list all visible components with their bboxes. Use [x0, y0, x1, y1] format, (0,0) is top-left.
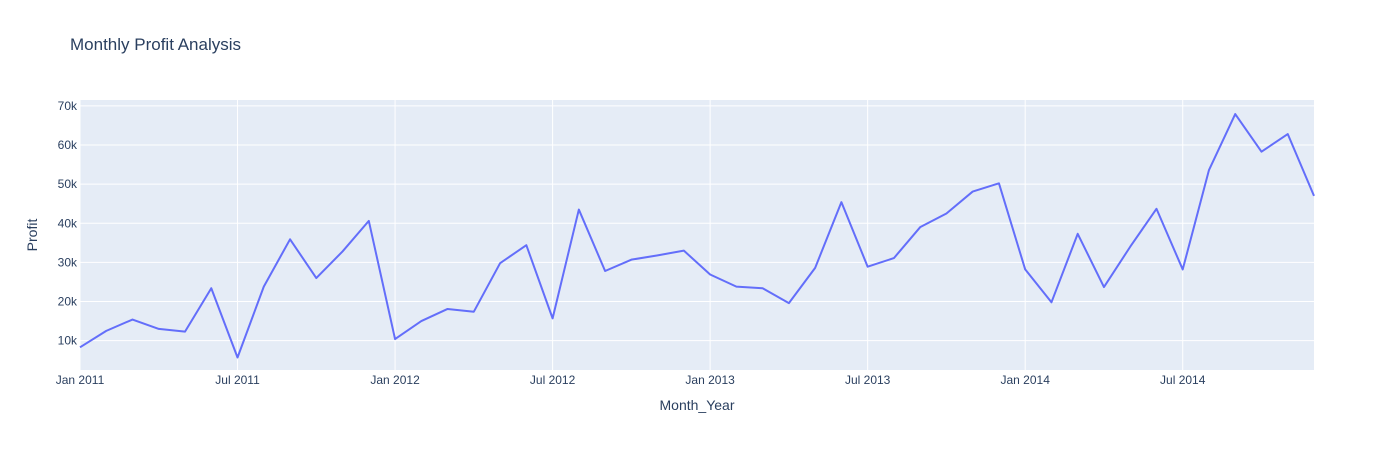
y-tick-label: 10k [58, 334, 78, 348]
x-tick-label: Jan 2014 [1000, 373, 1050, 387]
x-tick-label: Jan 2011 [56, 373, 105, 387]
y-tick-label: 60k [58, 138, 78, 152]
y-axis-title: Profit [24, 219, 40, 252]
x-tick-label: Jul 2011 [215, 373, 260, 387]
y-tick-label: 40k [58, 216, 78, 230]
x-tick-label: Jul 2012 [530, 373, 576, 387]
x-axis-title: Month_Year [660, 397, 735, 413]
y-tick-label: 70k [58, 99, 78, 113]
series-line-layer [79, 113, 1315, 359]
x-tick-label: Jul 2013 [845, 373, 891, 387]
y-tick-label: 30k [58, 255, 78, 269]
x-tick-label: Jan 2012 [370, 373, 420, 387]
x-axis-ticks: Jan 2011 Jul 2011 Jan 2012 Jul 2012 Jan 2013… [56, 373, 1206, 387]
profit-series-line [79, 113, 1315, 359]
plot-area [80, 100, 1314, 370]
x-tick-label: Jan 2013 [685, 373, 735, 387]
gridlines [79, 100, 1314, 370]
y-tick-label: 20k [58, 295, 78, 309]
chart-title: Monthly Profit Analysis [70, 35, 241, 54]
y-tick-label: 50k [58, 177, 78, 191]
x-tick-label: Jul 2014 [1160, 373, 1206, 387]
y-axis-ticks: 10k 20k 30k 40k 50k 60k 70k [58, 99, 78, 348]
